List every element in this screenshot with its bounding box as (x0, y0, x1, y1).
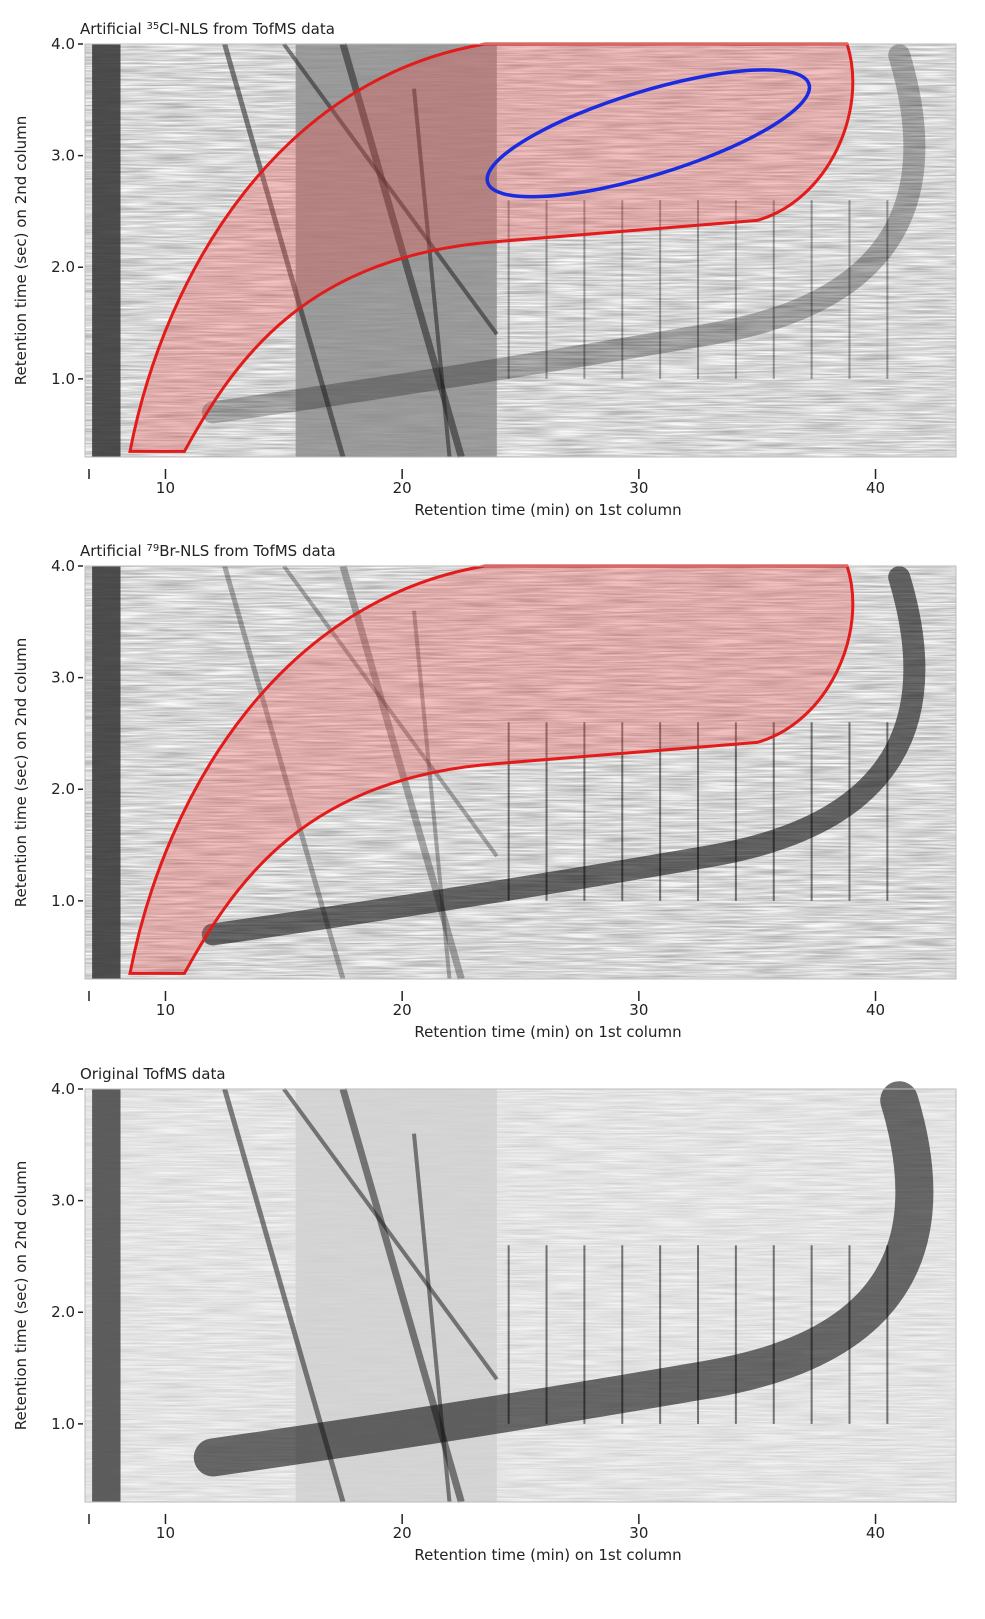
noise (85, 44, 956, 457)
title-text: Original TofMS data (80, 1065, 226, 1083)
x-axis-label: Retention time (min) on 1st column (414, 501, 681, 519)
x-tick-label: 20 (393, 479, 412, 497)
title-text: Artificial (80, 20, 146, 38)
gray-block (295, 44, 497, 457)
y-tick-label: 1.0 (51, 1415, 75, 1433)
x-tick-label: 40 (866, 1524, 885, 1542)
y-tick-label: 2.0 (51, 780, 75, 798)
y-tick-label: 1.0 (51, 370, 75, 388)
nls-region (128, 42, 855, 453)
y-tick-label: 4.0 (51, 35, 75, 53)
plot-image (84, 42, 957, 458)
nls-region (128, 564, 855, 975)
solvent-band (92, 44, 121, 457)
title-text: Br-NLS from TofMS data (159, 542, 336, 560)
chart-title: Artificial 35Cl-NLS from TofMS data (80, 20, 335, 38)
streak (412, 610, 452, 980)
plot-image (84, 564, 957, 980)
y-tick-label: 4.0 (51, 557, 75, 575)
x-axis-label: Retention time (min) on 1st column (414, 1023, 681, 1041)
y-tick-label: 4.0 (51, 1080, 75, 1098)
analyte-band (201, 566, 926, 946)
x-tick-label: 30 (629, 1001, 648, 1019)
y-axis-label: Retention time (sec) on 2nd column (12, 1161, 30, 1431)
y-tick-label: 3.0 (51, 147, 75, 165)
streak (412, 88, 452, 458)
x-tick-label: 10 (156, 1524, 175, 1542)
plot-frame (84, 565, 957, 980)
y-tick-label: 3.0 (51, 1192, 75, 1210)
x-axis-label: Retention time (min) on 1st column (414, 1546, 681, 1564)
chart-title: Original TofMS data (80, 1065, 226, 1083)
chart-title: Artificial 79Br-NLS from TofMS data (80, 542, 336, 560)
title-text: Artificial (80, 542, 146, 560)
analyte-band (193, 1081, 934, 1477)
streak (222, 43, 346, 458)
x-tick-label: 40 (866, 1001, 885, 1019)
y-tick-label: 2.0 (51, 258, 75, 276)
x-tick-label: 30 (629, 479, 648, 497)
y-axis-label: Retention time (sec) on 2nd column (12, 116, 30, 386)
x-tick-label: 40 (866, 479, 885, 497)
target-ellipse (485, 68, 812, 199)
solvent-band (92, 1089, 121, 1502)
y-axis-label: Retention time (sec) on 2nd column (12, 638, 30, 908)
streak (282, 42, 499, 336)
streak (282, 1087, 499, 1381)
title-text: Cl-NLS from TofMS data (159, 20, 335, 38)
x-tick-label: 10 (156, 479, 175, 497)
title-superscript: 79 (146, 543, 159, 554)
solvent-band (92, 566, 121, 979)
title-superscript: 35 (146, 21, 159, 32)
analyte-band (201, 44, 926, 424)
x-tick-label: 30 (629, 1524, 648, 1542)
plot-frame (84, 43, 957, 458)
plot-image (84, 1081, 957, 1503)
x-tick-label: 10 (156, 1001, 175, 1019)
x-tick-label: 20 (393, 1001, 412, 1019)
y-tick-label: 3.0 (51, 669, 75, 687)
y-tick-label: 2.0 (51, 1303, 75, 1321)
y-tick-label: 1.0 (51, 892, 75, 910)
streak (282, 564, 499, 858)
plot-frame (84, 1088, 957, 1503)
x-tick-label: 20 (393, 1524, 412, 1542)
